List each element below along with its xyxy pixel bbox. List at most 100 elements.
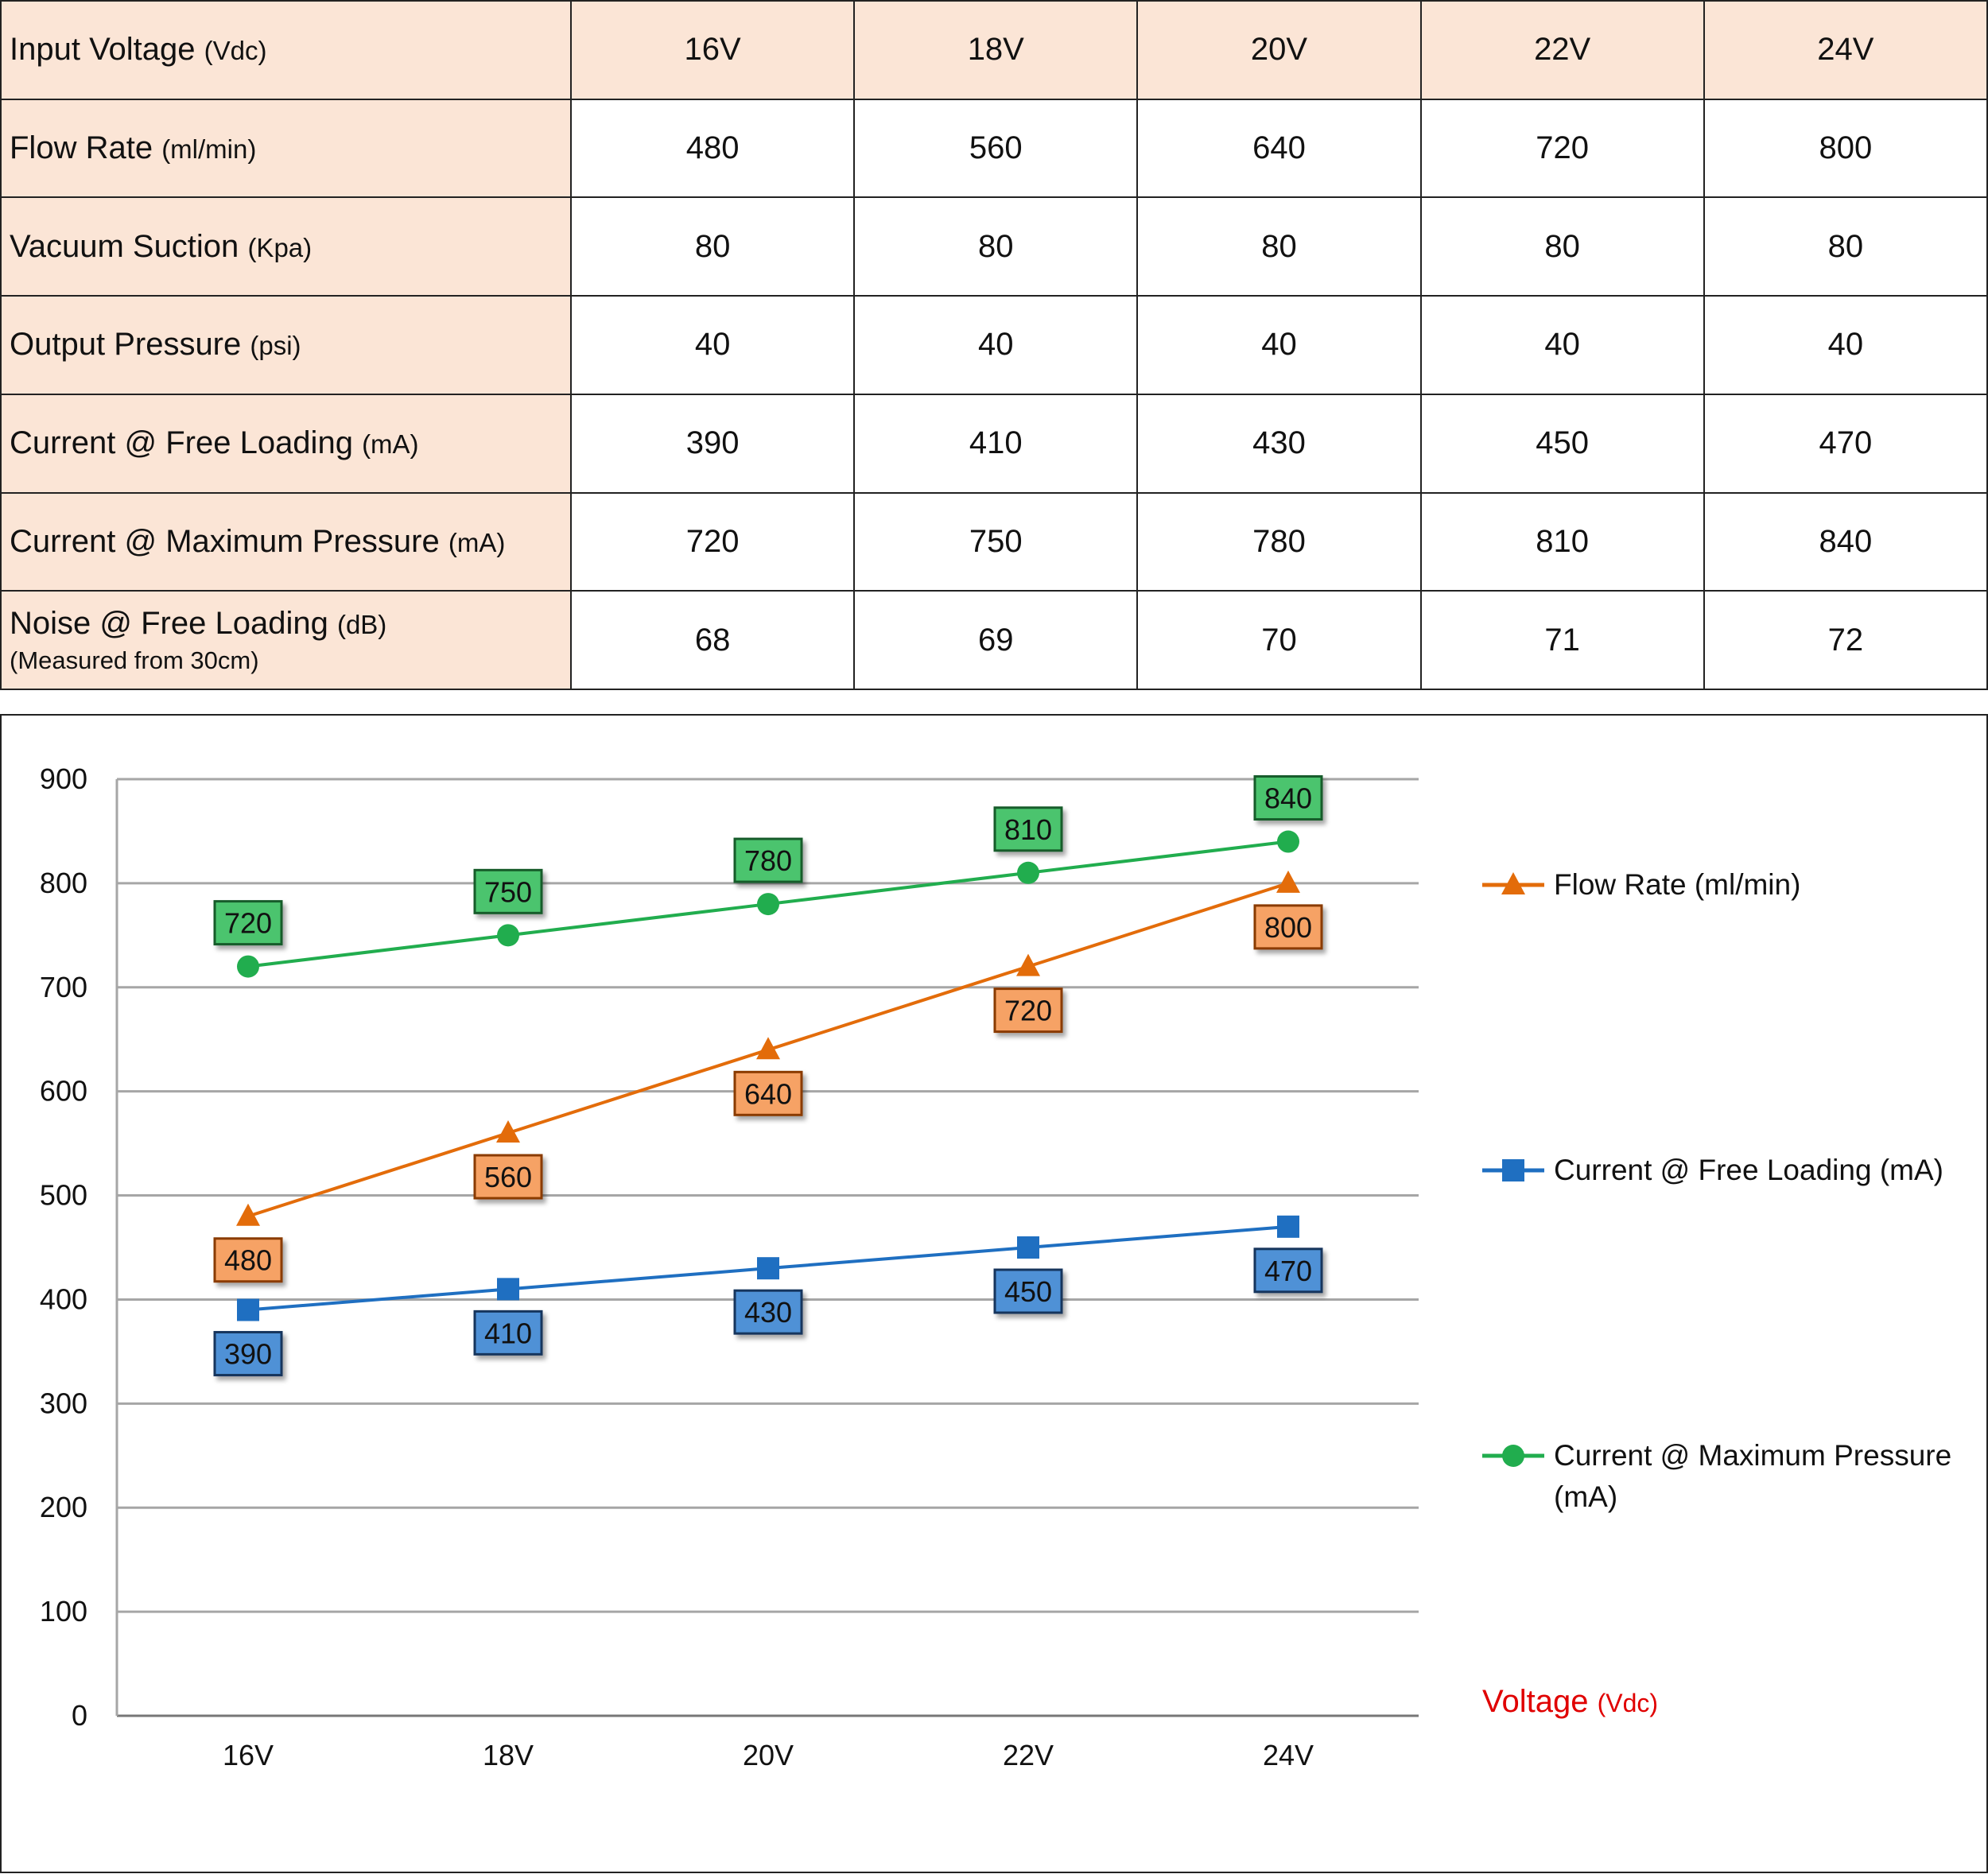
triangle-marker	[496, 1120, 520, 1143]
data-label-box	[993, 806, 1063, 852]
y-tick-label: 500	[40, 1179, 87, 1212]
data-label: 480	[224, 1244, 272, 1277]
value-cell: 470	[1703, 393, 1988, 494]
legend-label: Current @ Free Loading (mA)	[1554, 1154, 1943, 1186]
legend: Flow Rate (ml/min) Current @ Free Loading…	[1482, 868, 1951, 1513]
value-cell: 72	[1703, 590, 1988, 690]
row-label: Vacuum Suction (Kpa)	[0, 196, 572, 297]
data-label-box	[473, 1154, 543, 1200]
table-row: Current @ Maximum Pressure (mA) 720 750 780…	[0, 491, 1988, 592]
data-label: 750	[484, 875, 532, 908]
data-label: 720	[1004, 995, 1052, 1027]
value-cell: 840	[1703, 491, 1988, 592]
y-tick-label: 600	[40, 1075, 87, 1108]
table-row: Flow Rate (ml/min) 480 560 640 720 800	[0, 98, 1988, 199]
row-label: Output Pressure (psi)	[0, 295, 572, 395]
series-2: 390 410 430 450 470	[213, 1215, 1323, 1377]
value-cell: 390	[569, 393, 856, 494]
row-label-text: Flow Rate	[10, 130, 153, 166]
value-cell: 780	[1136, 491, 1422, 592]
table-row: Current @ Free Loading (mA) 390 410 430 450 4…	[0, 393, 1988, 494]
x-tick-label: 16V	[223, 1739, 274, 1771]
data-label-box	[213, 900, 283, 946]
row-label-text: Output Pressure	[10, 327, 242, 363]
row-unit: (dB)	[336, 609, 387, 639]
legend-label: Current @ Maximum Pressure (mA)	[1554, 1439, 1951, 1513]
value-cell: 80	[569, 196, 856, 297]
triangle-marker	[1501, 872, 1525, 894]
y-tick-label: 700	[40, 971, 87, 1003]
line-chart: 0 100 200 300 400 500 600 700 800 900 16V 18V 20V 22V…	[40, 762, 1951, 1771]
value-cell: 410	[853, 393, 1139, 494]
series-1: 480 560 640 720 800	[213, 870, 1323, 1283]
table-row: Output Pressure (psi) 40 40 40 40 40	[0, 295, 1988, 395]
series-3: 720 750 780 810 840	[213, 775, 1323, 978]
circle-marker	[1502, 1445, 1524, 1467]
data-label-box	[733, 1289, 803, 1335]
data-label-box	[1253, 775, 1323, 821]
value-cell: 69	[853, 590, 1139, 690]
x-tick-label: 24V	[1263, 1739, 1314, 1771]
data-label: 410	[484, 1317, 532, 1349]
voltage-header-cell: 18V	[853, 0, 1139, 100]
legend-label-line: Current @ Maximum Pressure	[1554, 1439, 1951, 1472]
data-label: 780	[744, 844, 792, 877]
y-tick-label: 200	[40, 1491, 87, 1523]
row-label-text: Vacuum Suction	[10, 228, 239, 264]
value-cell: 40	[1136, 295, 1422, 395]
data-label-box	[993, 987, 1063, 1034]
value-cell: 430	[1136, 393, 1422, 494]
value-cell: 70	[1136, 590, 1422, 690]
square-marker	[1017, 1236, 1039, 1259]
data-label: 560	[484, 1161, 532, 1193]
y-tick-label: 800	[40, 867, 87, 899]
spec-table-body: Input Voltage (Vdc) 16V 18V 20V 22V 24V Flow R…	[0, 0, 1988, 690]
row-unit: (mA)	[448, 527, 506, 557]
square-marker	[497, 1278, 519, 1301]
row-label-text: Noise @ Free Loading	[10, 605, 328, 641]
value-cell: 80	[1703, 196, 1988, 297]
triangle-marker	[1016, 953, 1040, 976]
row-label: Noise @ Free Loading (dB) (Measured from …	[0, 590, 572, 690]
circle-marker	[497, 924, 519, 947]
value-cell: 80	[1419, 196, 1705, 297]
data-label-box	[733, 1070, 803, 1116]
x-axis-title: Voltage (Vdc)	[1482, 1684, 1658, 1719]
x-tick-label: 18V	[483, 1739, 534, 1771]
y-tick-label: 300	[40, 1387, 87, 1419]
row-note: (Measured from 30cm)	[10, 646, 259, 674]
y-tick-label: 100	[40, 1595, 87, 1628]
data-label: 840	[1264, 782, 1312, 815]
value-cell: 450	[1419, 393, 1705, 494]
data-label-box	[213, 1331, 283, 1377]
value-cell: 80	[853, 196, 1139, 297]
row-label-text: Current @ Free Loading	[10, 425, 353, 461]
data-label: 450	[1004, 1275, 1052, 1308]
voltage-header-cell: 24V	[1703, 0, 1988, 100]
row-unit: (Kpa)	[247, 232, 313, 262]
data-label-box	[473, 868, 543, 914]
y-tick-label: 400	[40, 1282, 87, 1315]
value-cell: 720	[1419, 98, 1705, 199]
value-cell: 40	[1703, 295, 1988, 395]
voltage-header-cell: 22V	[1419, 0, 1705, 100]
triangle-marker	[1276, 870, 1300, 893]
value-cell: 810	[1419, 491, 1705, 592]
legend-label: Flow Rate (ml/min)	[1554, 868, 1800, 901]
square-marker	[1502, 1159, 1524, 1181]
row-label: Flow Rate (ml/min)	[0, 98, 572, 199]
value-cell: 68	[569, 590, 856, 690]
row-label: Current @ Free Loading (mA)	[0, 393, 572, 494]
row-unit: (Vdc)	[204, 36, 267, 66]
row-label: Current @ Maximum Pressure (mA)	[0, 491, 572, 592]
spec-table: Input Voltage (Vdc) 16V 18V 20V 22V 24V Flow R…	[0, 0, 1988, 690]
data-label-box	[1253, 1247, 1323, 1294]
value-cell: 480	[569, 98, 856, 199]
square-marker	[237, 1298, 259, 1321]
data-label: 810	[1004, 813, 1052, 846]
data-label: 390	[224, 1338, 272, 1371]
data-label-box	[733, 837, 803, 883]
data-label-box	[993, 1268, 1063, 1314]
data-label: 640	[744, 1077, 792, 1110]
square-marker	[1277, 1215, 1299, 1238]
